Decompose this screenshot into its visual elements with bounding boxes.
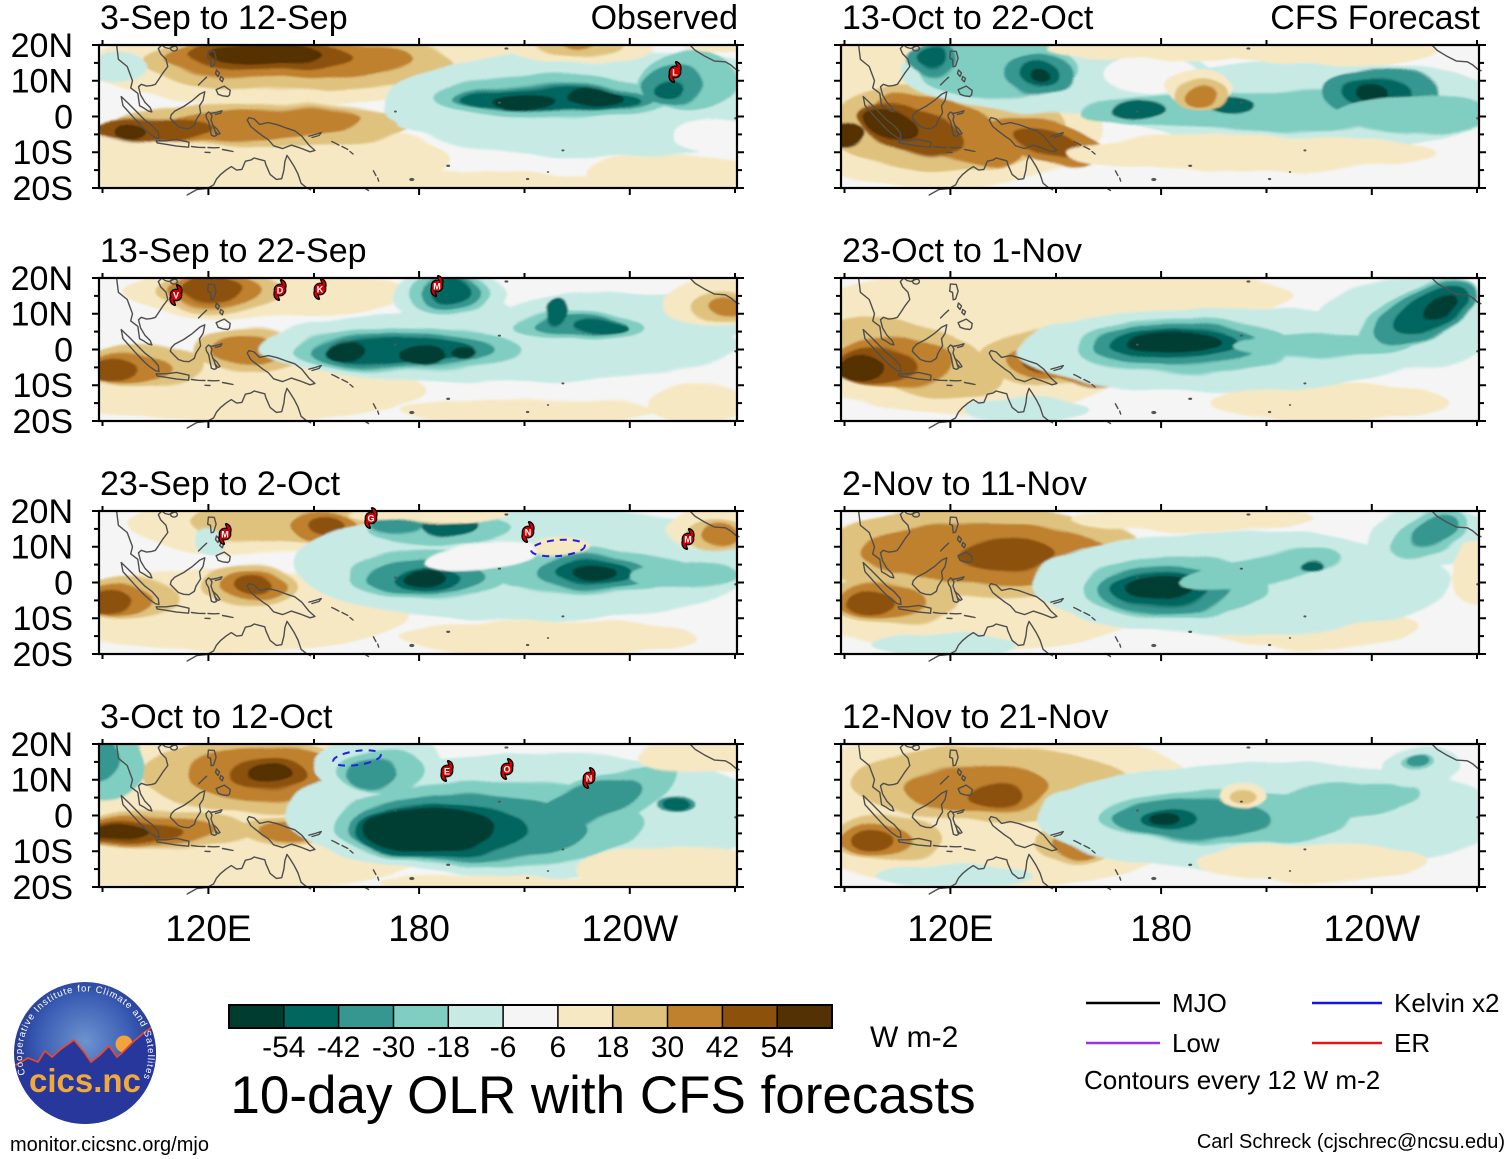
svg-text:10N: 10N [11, 529, 73, 567]
svg-text:20S: 20S [13, 403, 74, 441]
svg-text:ER: ER [1394, 1028, 1430, 1058]
svg-text:-30: -30 [372, 1031, 415, 1064]
svg-text:20S: 20S [13, 869, 74, 907]
svg-text:0: 0 [54, 99, 73, 137]
svg-text:O: O [503, 765, 510, 775]
svg-text:Contours every 12 W m-2: Contours every 12 W m-2 [1084, 1065, 1380, 1095]
svg-text:180: 180 [1130, 908, 1192, 949]
svg-text:N: N [525, 528, 532, 538]
svg-text:cics.nc: cics.nc [29, 1062, 141, 1099]
svg-text:54: 54 [761, 1031, 794, 1064]
svg-text:monitor.cicsnc.org/mjo: monitor.cicsnc.org/mjo [10, 1134, 209, 1156]
svg-text:0: 0 [54, 565, 73, 603]
svg-text:20S: 20S [13, 636, 74, 674]
svg-text:120W: 120W [581, 908, 678, 949]
svg-text:20N: 20N [11, 726, 73, 764]
svg-text:6: 6 [550, 1031, 567, 1064]
svg-text:K: K [317, 285, 324, 295]
svg-text:-6: -6 [490, 1031, 517, 1064]
svg-text:-42: -42 [317, 1031, 360, 1064]
svg-text:D: D [277, 286, 284, 296]
svg-text:W m-2: W m-2 [870, 1021, 958, 1054]
svg-text:Carl Schreck (cjschrec@ncsu.ed: Carl Schreck (cjschrec@ncsu.edu) [1197, 1131, 1505, 1153]
svg-text:13-Oct to 22-Oct: 13-Oct to 22-Oct [842, 0, 1094, 37]
svg-text:-18: -18 [427, 1031, 470, 1064]
svg-text:20N: 20N [11, 493, 73, 531]
svg-text:20S: 20S [13, 170, 74, 208]
svg-text:10S: 10S [13, 134, 74, 172]
svg-text:V: V [173, 291, 179, 301]
svg-text:G: G [367, 514, 374, 524]
svg-text:23-Oct to 1-Nov: 23-Oct to 1-Nov [842, 232, 1082, 270]
svg-text:2-Nov to 11-Nov: 2-Nov to 11-Nov [842, 465, 1087, 503]
svg-text:30: 30 [651, 1031, 684, 1064]
svg-text:10N: 10N [11, 63, 73, 101]
svg-text:18: 18 [596, 1031, 629, 1064]
svg-text:N: N [586, 774, 593, 784]
svg-text:10N: 10N [11, 762, 73, 800]
svg-text:120W: 120W [1323, 908, 1420, 949]
svg-text:E: E [444, 767, 450, 777]
svg-text:20N: 20N [11, 27, 73, 65]
svg-text:-54: -54 [262, 1031, 305, 1064]
svg-text:M: M [221, 530, 229, 540]
svg-text:M: M [433, 282, 441, 292]
svg-text:120E: 120E [907, 908, 993, 949]
svg-text:13-Sep to 22-Sep: 13-Sep to 22-Sep [100, 232, 367, 270]
svg-text:Low: Low [1172, 1028, 1220, 1058]
svg-text:Observed: Observed [591, 0, 738, 37]
svg-text:23-Sep to 2-Oct: 23-Sep to 2-Oct [100, 465, 341, 503]
svg-text:10S: 10S [13, 367, 74, 405]
svg-text:0: 0 [54, 798, 73, 836]
svg-text:CFS Forecast: CFS Forecast [1270, 0, 1480, 37]
svg-text:10-day OLR with CFS forecasts: 10-day OLR with CFS forecasts [230, 1066, 975, 1125]
svg-text:20N: 20N [11, 260, 73, 298]
svg-text:3-Sep to 12-Sep: 3-Sep to 12-Sep [100, 0, 348, 37]
svg-text:L: L [672, 68, 678, 78]
svg-text:10S: 10S [13, 833, 74, 871]
svg-text:42: 42 [706, 1031, 739, 1064]
svg-text:12-Nov to 21-Nov: 12-Nov to 21-Nov [842, 698, 1108, 736]
svg-text:MJO: MJO [1172, 988, 1227, 1018]
svg-text:Kelvin x2: Kelvin x2 [1394, 988, 1500, 1018]
svg-text:120E: 120E [165, 908, 251, 949]
svg-text:10S: 10S [13, 600, 74, 638]
svg-text:180: 180 [388, 908, 450, 949]
svg-text:0: 0 [54, 332, 73, 370]
svg-text:3-Oct to 12-Oct: 3-Oct to 12-Oct [100, 698, 333, 736]
svg-text:10N: 10N [11, 296, 73, 334]
svg-text:M: M [684, 535, 692, 545]
